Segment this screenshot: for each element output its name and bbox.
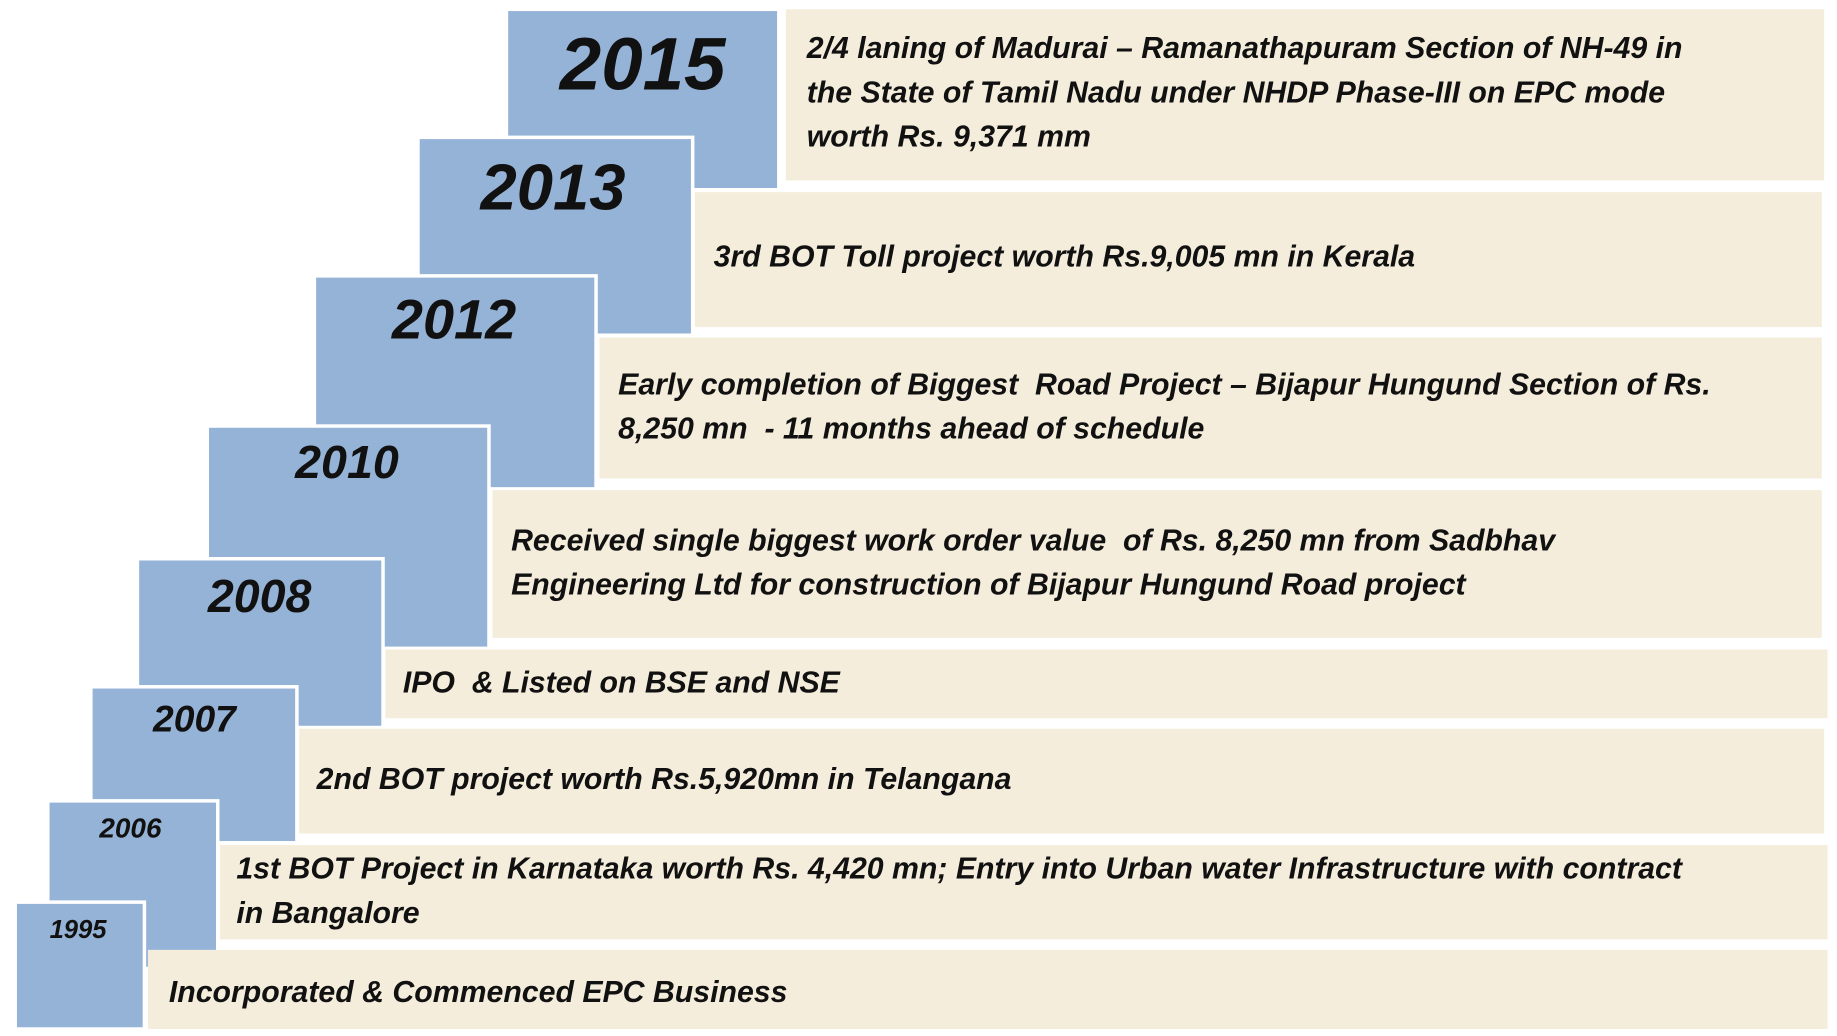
milestone-band [147,949,1828,1030]
year-label: 2013 [478,150,625,223]
milestone-band [492,490,1822,638]
milestone-band [695,192,1822,328]
milestone-band [299,728,1825,834]
milestone-text: 2nd BOT project worth Rs.5,920mn in Tela… [316,763,1012,796]
milestone-text: in Bangalore [236,897,419,930]
year-box [13,900,147,1031]
milestone-text: IPO & Listed on BSE and NSE [403,666,841,699]
milestone-band [599,337,1822,479]
milestone-text: Received single biggest work order value… [511,524,1557,557]
milestone-band [220,845,1828,940]
year-label: 2010 [294,436,399,488]
milestone-text: worth Rs. 9,371 mm [807,121,1091,154]
milestone-text: Early completion of Biggest Road Project… [618,368,1710,401]
year-label: 2006 [98,812,162,843]
milestone-band [385,649,1828,719]
year-label: 2007 [152,698,238,740]
milestone-text: Engineering Ltd for construction of Bija… [511,569,1467,602]
milestone-text: 1st BOT Project in Karnataka worth Rs. 4… [236,853,1684,886]
year-label: 2008 [207,570,312,622]
year-label: 1995 [50,916,108,944]
year-label: 2012 [391,287,516,350]
milestone-text: the State of Tamil Nadu under NHDP Phase… [807,76,1665,109]
milestone-band [785,9,1825,181]
milestone-text: 2/4 laning of Madurai – Ramanathapuram S… [806,32,1683,65]
year-label: 2015 [558,23,727,106]
milestone-text: Incorporated & Commenced EPC Business [169,976,788,1009]
milestone-text: 8,250 mn - 11 months ahead of schedule [618,413,1204,446]
milestone-text: 3rd BOT Toll project worth Rs.9,005 mn i… [714,240,1416,273]
